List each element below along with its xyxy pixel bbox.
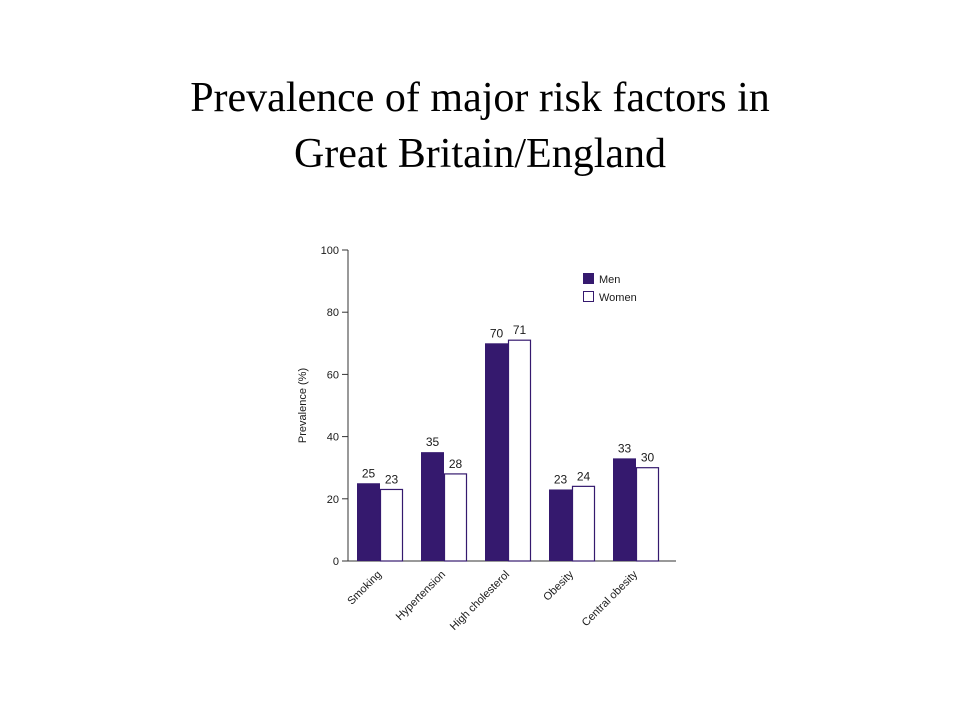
y-axis-title: Prevalence (%) [297,368,309,443]
y-tick-label-40: 40 [327,432,339,444]
bar-women-2 [507,339,532,562]
bar-women-0 [379,488,404,562]
legend-swatch-women [583,291,594,302]
data-label-men-4: 33 [618,441,632,455]
y-tick-label-100: 100 [321,245,339,257]
slide-title: Prevalence of major risk factors in Grea… [0,70,960,182]
y-tick-label-60: 60 [327,369,339,381]
bar-men-4 [613,458,636,561]
data-label-women-0: 23 [385,472,399,486]
data-label-men-1: 35 [426,435,440,449]
data-label-women-2: 71 [513,323,527,337]
x-tick-label-2: High cholesterol [448,569,512,633]
data-label-women-1: 28 [449,457,463,471]
data-label-women-4: 30 [641,451,655,465]
y-tick-label-80: 80 [327,307,339,319]
bar-men-3 [549,489,572,561]
data-label-men-2: 70 [490,326,504,340]
data-label-men-0: 25 [362,466,376,480]
y-tick-label-20: 20 [327,494,339,506]
bar-women-3 [571,485,596,562]
x-tick-label-3: Obesity [541,568,576,603]
x-tick-label-4: Central obesity [580,568,641,629]
bar-women-1 [443,473,468,562]
x-tick-label-0: Smoking [345,569,384,608]
bar-men-0 [357,483,380,561]
slide-title-line-1: Prevalence of major risk factors in [190,75,770,121]
legend-label-men: Men [599,274,620,286]
bar-men-1 [421,452,444,561]
legend-label-women: Women [599,292,637,304]
y-tick-label-0: 0 [333,556,339,568]
bar-women-4 [635,467,660,562]
legend-swatch-men [583,273,594,284]
x-tick-label-1: Hypertension [394,569,448,623]
data-label-women-3: 24 [577,469,591,483]
data-label-men-3: 23 [554,472,568,486]
bar-men-2 [485,343,508,561]
slide-title-line-2: Great Britain/England [293,131,667,177]
